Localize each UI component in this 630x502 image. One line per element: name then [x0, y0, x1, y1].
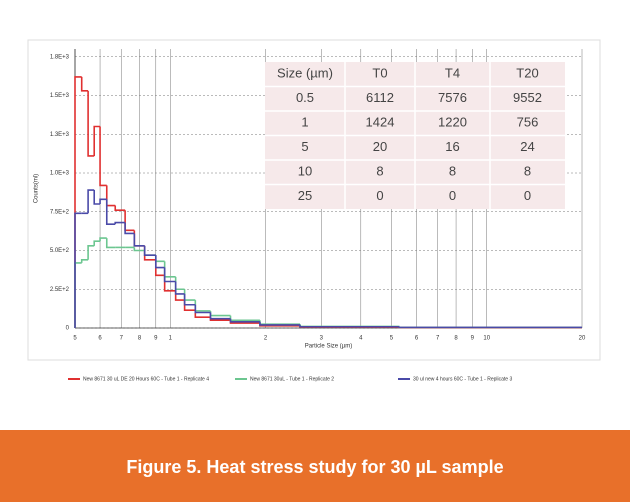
y-tick-label: 1.0E+3 [50, 171, 70, 177]
table-cell: 24 [520, 139, 534, 154]
table-cell: 1424 [366, 115, 395, 130]
step [174, 281, 185, 295]
step [87, 90, 95, 157]
y-tick-label: 5.0E+2 [50, 248, 70, 254]
table-cell: 1220 [438, 115, 467, 130]
x-tick-label: 7 [120, 336, 124, 342]
x-tick-label: 8 [138, 336, 142, 342]
x-tick-label: 7 [436, 336, 440, 342]
step [80, 259, 89, 263]
step [299, 324, 400, 328]
step [133, 233, 145, 247]
step [183, 293, 196, 306]
table-cell: 8 [524, 164, 531, 179]
step [114, 205, 126, 211]
table-cell: 0 [524, 188, 531, 203]
legend-label: New 8671 30 uL DE 20 Hours 60C - Tube 1 … [83, 376, 209, 382]
step [259, 321, 300, 326]
x-tick-label: 2 [264, 336, 268, 342]
legend-label: New 8671 30uL - Tube 1 - Replicate 2 [250, 376, 334, 382]
step [229, 318, 260, 323]
table-cell: 756 [517, 115, 539, 130]
caption-bar [0, 430, 630, 502]
table-cell: 0 [449, 188, 456, 203]
table-cell: 5 [301, 139, 308, 154]
table-cell: 8 [449, 164, 456, 179]
step [209, 312, 231, 320]
legend: New 8671 30 uL DE 20 Hours 60C - Tube 1 … [68, 376, 512, 382]
step [124, 222, 135, 235]
table-cell: T20 [516, 66, 538, 81]
x-tick-label: 6 [415, 336, 419, 342]
table-cell: T4 [445, 66, 460, 81]
table-cell: 7576 [438, 90, 467, 105]
table-cell: 8 [376, 164, 383, 179]
y-tick-label: 7.5E+2 [50, 209, 70, 215]
x-tick-label: 1 [169, 336, 173, 342]
step [99, 198, 107, 204]
step [99, 237, 107, 242]
step [133, 247, 145, 252]
x-tick-label: 4 [359, 336, 363, 342]
y-tick-label: 0 [66, 326, 70, 332]
x-tick-label: 20 [579, 336, 586, 342]
y-tick-label: 1.3E+3 [50, 132, 70, 138]
y-axis-label: Counts(ml) [34, 174, 40, 203]
y-tick-label: 1.8E+3 [50, 54, 70, 60]
x-tick-label: 9 [154, 336, 158, 342]
step [114, 221, 126, 225]
table-cell: 16 [445, 139, 459, 154]
step [93, 125, 101, 156]
table-cell: 1 [301, 115, 308, 130]
step [105, 238, 116, 249]
y-tick-label: 2.5E+2 [50, 287, 70, 293]
table-cell: 10 [298, 164, 312, 179]
table-cell: 0 [376, 188, 383, 203]
x-axis-label: Particle Size (µm) [305, 344, 352, 350]
x-tick-label: 8 [454, 336, 458, 342]
step [105, 199, 116, 225]
step [80, 76, 89, 92]
step [99, 126, 107, 187]
x-tick-label: 10 [483, 336, 490, 342]
step [93, 190, 101, 205]
table-cell: 25 [298, 188, 312, 203]
table: Size (µm) T0 T4 T20 0.5 6112 7576 9552 1 1424 1220… [265, 62, 565, 209]
step [143, 245, 156, 256]
caption: Figure 5. Heat stress study for 30 µL sa… [126, 457, 503, 477]
x-tick-label: 5 [73, 336, 77, 342]
step [87, 245, 95, 260]
step [398, 326, 582, 329]
step [87, 189, 95, 214]
x-tick-label: 9 [471, 336, 475, 342]
y-tick-label: 1.5E+3 [50, 93, 70, 99]
table-cell: 6112 [366, 90, 394, 105]
x-tick-label: 3 [320, 336, 324, 342]
step [93, 240, 101, 246]
x-tick-label: 5 [390, 336, 394, 342]
step [163, 267, 176, 283]
table-cell: 9552 [513, 90, 542, 105]
x-tick-label: 6 [98, 336, 102, 342]
step [74, 212, 82, 328]
legend-label: 30 ul new 4 hours 60C - Tube 1 - Replica… [413, 376, 512, 382]
step [194, 304, 211, 314]
table-cell: 0.5 [296, 90, 314, 105]
table-cell: T0 [372, 66, 387, 81]
step [154, 255, 165, 269]
table-cell: Size (µm) [277, 66, 333, 81]
table-cell: 20 [373, 139, 387, 154]
